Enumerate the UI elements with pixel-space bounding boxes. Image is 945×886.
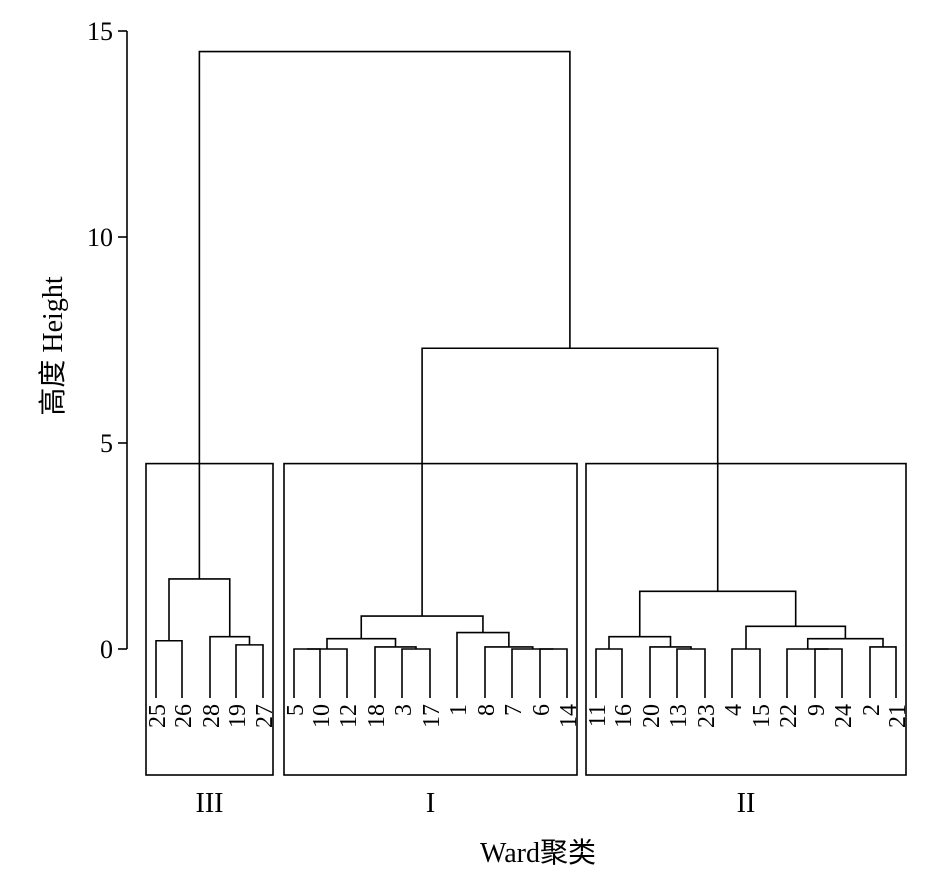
x-axis-title: Ward聚类	[480, 837, 596, 869]
leaf-label: 18	[364, 704, 390, 728]
leaf-label: 21	[885, 704, 911, 728]
leaf-label: 1	[446, 704, 472, 716]
leaf-label: 15	[749, 704, 775, 728]
leaf-label: 24	[831, 704, 857, 728]
merge-link	[401, 648, 431, 698]
leaf-label: 9	[804, 704, 830, 716]
merge-link	[209, 635, 251, 698]
leaf-label: 6	[529, 704, 555, 716]
merge-link	[360, 615, 484, 639]
merge-link	[511, 648, 554, 698]
leaf-label: 10	[309, 704, 335, 728]
leaf-label: 5	[283, 704, 309, 716]
merge-link	[168, 578, 231, 641]
merge-link	[421, 347, 719, 617]
merge-link	[539, 648, 568, 698]
leaf-label: 4	[721, 704, 747, 716]
merge-link	[676, 648, 706, 698]
cluster-labels: III I II	[196, 788, 756, 819]
leaf-label: 7	[501, 704, 527, 716]
leaf-label: 25	[145, 704, 171, 728]
cluster-label: I	[426, 788, 435, 819]
leaf-label: 22	[776, 704, 802, 728]
dendrogram-tree	[155, 50, 897, 698]
leaf-label: 23	[694, 704, 720, 728]
merge-link	[155, 639, 183, 698]
leaf-label: 14	[556, 704, 582, 728]
leaf-label: 20	[639, 704, 665, 728]
merge-link	[198, 50, 571, 579]
merge-link	[814, 648, 843, 698]
merge-link	[374, 646, 417, 698]
merge-link	[484, 646, 534, 698]
y-tick-label: 15	[87, 17, 113, 46]
leaf-label: 13	[666, 704, 692, 728]
merge-link	[731, 648, 761, 698]
merge-link	[307, 648, 348, 698]
leaf-label: 19	[225, 704, 251, 728]
merge-link	[869, 646, 897, 698]
merge-link	[235, 644, 264, 698]
merge-link	[638, 590, 797, 637]
y-tick-label: 10	[87, 223, 113, 252]
cluster-box	[283, 462, 578, 776]
cluster-label: III	[196, 788, 224, 819]
leaf-label: 2	[859, 704, 885, 716]
y-tick-label: 5	[100, 429, 113, 458]
merge-link	[649, 646, 692, 698]
cluster-boxes	[145, 462, 907, 776]
leaf-label: 17	[419, 704, 445, 728]
merge-link	[293, 648, 321, 698]
leaf-label: 26	[171, 704, 197, 728]
leaf-labels: 25 26 28 19 27 5 10 12 18 3 17 1 8 7 6 14 11 16 20 13 23 4 15 2…	[145, 704, 911, 728]
merge-link	[745, 625, 847, 649]
cluster-label: II	[737, 788, 756, 819]
leaf-label: 27	[252, 704, 278, 728]
cluster-box	[145, 462, 274, 776]
leaf-label: 12	[336, 704, 362, 728]
leaf-label: 3	[391, 704, 417, 716]
leaf-label: 16	[611, 704, 637, 728]
cluster-box	[585, 462, 907, 776]
y-tick-label: 0	[100, 635, 113, 664]
leaf-label: 8	[474, 704, 500, 716]
merge-link	[786, 648, 829, 698]
leaf-label: 11	[585, 704, 611, 727]
merge-link	[595, 648, 623, 698]
merge-link	[456, 631, 510, 698]
y-axis-title: 高度 Height	[37, 276, 69, 415]
y-axis: 0 5 10 15	[87, 17, 128, 664]
leaf-label: 28	[199, 704, 225, 728]
